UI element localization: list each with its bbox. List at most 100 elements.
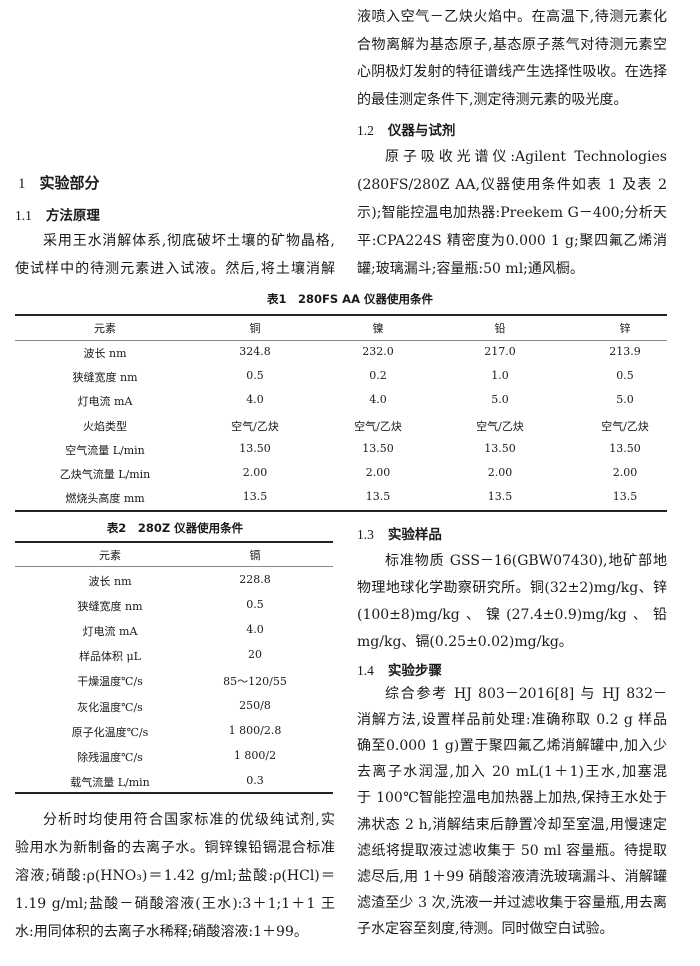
paragraph-line: 合物离解为基态原子,基态原子蒸气对待测元素空: [357, 36, 667, 53]
table-2-caption: 表2 280Z 仪器使用条件: [106, 521, 244, 535]
table-cell: 217.0: [484, 345, 516, 358]
table-cell: 13.50: [484, 441, 516, 455]
paragraph-line: 滤纸将提取液过滤收集于 50 ml 容量瓶。待提取液: [357, 842, 667, 859]
table-cell: 213.9: [609, 345, 641, 358]
section-number: 1.4: [357, 663, 374, 678]
table-cell: 0.5: [246, 598, 264, 612]
table-header-cell: 铜: [249, 322, 261, 335]
table-cell: 4.0: [369, 393, 387, 407]
table-cell: 0.5: [616, 369, 634, 383]
paragraph-line: 去离子水润湿,加入 20 mL(1＋1)王水,加塞混匀。: [357, 764, 667, 781]
table-cell: 2.00: [242, 466, 268, 479]
table-cell: 13.50: [609, 441, 641, 455]
table-cell: 波长 nm: [88, 575, 132, 588]
table-cell: 13.5: [242, 490, 268, 504]
table-cell: 干燥温度℃/s: [77, 675, 143, 689]
table-cell: 20: [248, 648, 262, 662]
table-cell: 原子化温度℃/s: [71, 725, 149, 739]
table-cell: 13.5: [365, 490, 391, 504]
paragraph-line: mg/kg、镉(0.25±0.02)mg/kg。: [357, 634, 573, 650]
table-cell: 空气/乙炔: [231, 419, 279, 433]
table-cell: 0.5: [246, 369, 264, 383]
table-cell: 灯电流 mA: [82, 625, 138, 639]
paragraph-line: 物理地球化学勘察研究所。铜(32±2)mg/kg、锌: [357, 580, 667, 596]
paragraph-line: 滤渣至少 3 次,洗液一并过滤收集于容量瓶,用去离: [357, 894, 667, 911]
paragraph-line: 确至0.000 1 g)置于聚四氟乙烯消解罐中,加入少量: [357, 738, 667, 755]
section-title: 实验部分: [39, 174, 100, 192]
table-cell: 5.0: [491, 393, 509, 407]
paragraph-line: 滤尽后,用 1＋99 硝酸溶液清洗玻璃漏斗、消解罐和: [357, 868, 667, 885]
table-cell: 空气/乙炔: [601, 419, 649, 433]
table-cell: 载气流量 L/min: [70, 775, 150, 789]
section-title: 仪器与试剂: [387, 123, 456, 139]
section-heading-1-1: 1.1 方法原理: [15, 204, 100, 224]
paragraph-line: 综合参考 HJ 803－2016[8] 与 HJ 832－2017[9] 的: [385, 686, 667, 702]
paragraph-line: 心阴极灯发射的特征谱线产生选择性吸收。在选择: [357, 64, 667, 80]
section-heading-1-4: 1.4 实验步骤: [357, 659, 442, 679]
section-title: 实验步骤: [387, 663, 442, 679]
table-header-cell: 元素: [99, 549, 121, 562]
table-header-cell: 元素: [94, 322, 116, 335]
table-header-cell: 铅: [494, 322, 506, 335]
table-rule: [15, 314, 667, 316]
paragraph-line: 水:用同体积的去离子水稀释;硝酸溶液:1＋99。: [15, 924, 308, 940]
table-cell: 狭缝宽度 nm: [72, 371, 138, 385]
table-cell: 样品体积 μL: [79, 650, 141, 664]
paragraph-line: 子水定容至刻度,待测。同时做空白试验。: [357, 920, 614, 937]
section-heading-1-3: 1.3 实验样品: [357, 523, 442, 543]
paragraph-line: 于 100℃智能控温电加热器上加热,保持王水处于微: [357, 790, 667, 807]
table-cell: 灰化温度℃/s: [77, 700, 143, 714]
paragraph-line: 采用王水消解体系,彻底破坏土壤的矿物晶格,: [43, 233, 335, 249]
table-cell: 2.00: [365, 466, 391, 479]
table-cell: 空气/乙炔: [354, 419, 402, 433]
paragraph-line: (280FS/280Z AA,仪器使用条件如表 1 及表 2 所: [357, 177, 667, 193]
table-cell: 燃烧头高度 mm: [65, 492, 145, 506]
table-cell: 火焰类型: [83, 419, 127, 433]
table-cell: 2.00: [612, 466, 638, 479]
paragraph-line: 平:CPA224S 精密度为0.000 1 g;聚四氟乙烯消解: [357, 233, 667, 249]
paragraph-line: 1.19 g/ml;盐酸－硝酸溶液(王水):3＋1;1＋1 王: [15, 896, 335, 912]
section-title: 方法原理: [45, 208, 100, 224]
table-cell: 乙炔气流量 L/min: [59, 468, 151, 481]
paragraph-line: (100±8)mg/kg、镍(27.4±0.9)mg/kg、铅(61±2): [357, 607, 667, 623]
table-cell: 324.8: [239, 345, 271, 358]
table-header-cell: 镍: [372, 322, 384, 335]
table-cell: 1 800/2.8: [228, 723, 282, 737]
table-rule: [15, 792, 333, 794]
table-cell: 232.0: [362, 345, 394, 358]
table-cell: 228.8: [239, 573, 271, 586]
table-rule: [15, 510, 667, 512]
table-cell: 2.00: [487, 466, 513, 479]
table-cell: 除残温度℃/s: [77, 750, 143, 764]
paragraph-line: 消解方法,设置样品前处理:准确称取 0.2 g 样品(精: [357, 712, 667, 729]
table-cell: 13.5: [487, 490, 513, 504]
paragraph-line: 的最佳测定条件下,测定待测元素的吸光度。: [357, 91, 628, 108]
section-title: 实验样品: [387, 527, 442, 543]
table-cell: 13.50: [239, 441, 271, 455]
table-cell: 1 800/2: [233, 748, 277, 762]
table-header-cell: 镉: [249, 549, 261, 562]
table-cell: 13.50: [362, 441, 394, 455]
paragraph-line: 液喷入空气－乙炔火焰中。在高温下,待测元素化: [357, 9, 667, 25]
table-cell: 狭缝宽度 nm: [77, 600, 143, 614]
table-rule: [15, 340, 667, 341]
paragraph-line: 示);智能控温电加热器:Preekem G－400;分析天: [357, 205, 667, 221]
table-cell: 灯电流 mA: [77, 395, 133, 409]
paragraph-line: 沸状态 2 h,消解结束后静置冷却至室温,用慢速定量: [357, 816, 667, 833]
paragraph-line: 分析时均使用符合国家标准的优级纯试剂,实: [43, 812, 335, 828]
table-rule: [15, 566, 333, 567]
section-number: 1: [18, 176, 26, 192]
section-heading-1: 1 实验部分: [18, 172, 100, 193]
table-cell: 85～120/55: [223, 675, 287, 689]
paragraph-line: 原子吸收光谱仪:Agilent Technologies Series AA: [385, 149, 667, 165]
table-rule: [15, 541, 333, 543]
paragraph-line: 标准物质 GSS－16(GBW07430),地矿部地球: [385, 553, 667, 569]
section-number: 1.1: [15, 208, 32, 223]
table-cell: 1.0: [491, 369, 509, 383]
table-cell: 4.0: [246, 393, 264, 407]
table-1-caption: 表1 280FS AA 仪器使用条件: [267, 292, 433, 306]
paragraph-line: 验用水为新制备的去离子水。铜锌镍铅镉混合标准: [15, 840, 335, 856]
table-cell: 空气/乙炔: [476, 419, 524, 433]
paragraph-line: 溶液;硝酸:ρ(HNO₃)＝1.42 g/ml;盐酸:ρ(HCl)＝: [15, 868, 335, 884]
section-number: 1.3: [357, 527, 374, 542]
